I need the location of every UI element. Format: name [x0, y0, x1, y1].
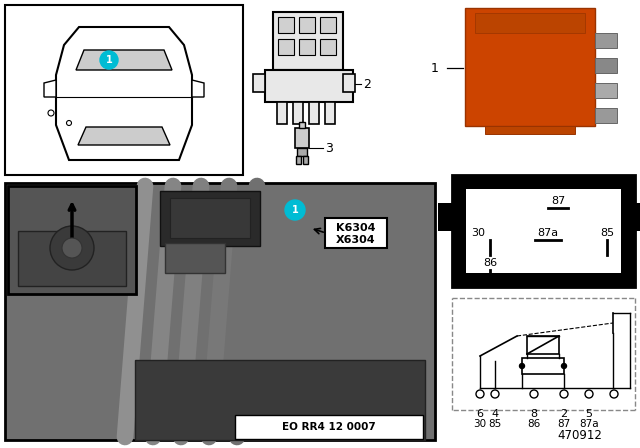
Bar [299, 17, 315, 33]
Bar [595, 33, 617, 48]
Bar [595, 83, 617, 98]
Circle shape [530, 390, 538, 398]
Bar [18, 231, 126, 286]
Text: 2: 2 [561, 409, 568, 419]
Circle shape [610, 390, 618, 398]
Text: 1: 1 [106, 55, 113, 65]
Text: 85: 85 [600, 228, 614, 238]
Polygon shape [192, 80, 204, 97]
Polygon shape [76, 50, 172, 70]
Bar [265, 70, 353, 102]
Circle shape [491, 390, 499, 398]
Circle shape [476, 390, 484, 398]
Polygon shape [44, 80, 56, 97]
Text: 86: 86 [483, 258, 497, 268]
Text: 30: 30 [474, 419, 486, 429]
Bar [452, 175, 635, 287]
Text: 86: 86 [527, 419, 541, 429]
Text: 4: 4 [492, 409, 499, 419]
Bar [320, 39, 336, 55]
Bar [475, 13, 585, 33]
Circle shape [585, 390, 593, 398]
Circle shape [62, 238, 82, 258]
Bar [8, 186, 136, 294]
Bar [303, 156, 308, 164]
Bar [465, 8, 595, 126]
Bar [135, 360, 425, 440]
Text: 2: 2 [363, 78, 371, 90]
Polygon shape [56, 27, 192, 160]
Text: 1: 1 [431, 61, 439, 74]
Text: 1: 1 [292, 205, 298, 215]
Bar [296, 156, 301, 164]
Circle shape [560, 390, 568, 398]
Bar [293, 102, 303, 124]
Circle shape [285, 200, 305, 220]
Polygon shape [78, 127, 170, 145]
Circle shape [520, 363, 525, 369]
Bar [295, 128, 309, 148]
Text: 470912: 470912 [557, 428, 602, 441]
Bar [5, 5, 243, 175]
Circle shape [67, 121, 72, 125]
Circle shape [48, 110, 54, 116]
Bar [278, 39, 294, 55]
Bar [527, 336, 559, 354]
Bar [299, 39, 315, 55]
Bar [466, 189, 621, 273]
Text: 85: 85 [488, 419, 502, 429]
Bar [595, 58, 617, 73]
Bar [320, 17, 336, 33]
Bar [438, 203, 452, 231]
Circle shape [100, 51, 118, 69]
Text: 87: 87 [551, 196, 565, 206]
Bar [170, 198, 250, 238]
Text: 30: 30 [471, 228, 485, 238]
Bar [309, 102, 319, 124]
Text: 6: 6 [477, 409, 483, 419]
Bar [325, 102, 335, 124]
Bar [5, 183, 435, 440]
Bar [253, 74, 265, 92]
Text: 5: 5 [586, 409, 593, 419]
Bar [299, 122, 305, 128]
Bar [160, 191, 260, 246]
Circle shape [561, 363, 566, 369]
Text: 8: 8 [531, 409, 538, 419]
Text: 87a: 87a [579, 419, 599, 429]
Bar [485, 126, 575, 134]
Bar [343, 74, 355, 92]
Bar [277, 102, 287, 124]
Text: EO RR4 12 0007: EO RR4 12 0007 [282, 422, 376, 432]
Text: K6304: K6304 [336, 223, 376, 233]
Circle shape [50, 226, 94, 270]
Bar [595, 108, 617, 123]
Text: X6304: X6304 [336, 235, 376, 245]
Bar [273, 12, 343, 70]
Bar [278, 17, 294, 33]
Bar [635, 203, 640, 231]
Bar [165, 243, 225, 273]
Bar [522, 358, 564, 374]
Bar [325, 218, 387, 248]
Text: 87: 87 [557, 419, 571, 429]
Bar [297, 148, 307, 156]
Text: 3: 3 [325, 142, 333, 155]
Bar [235, 415, 423, 439]
Text: 87a: 87a [538, 228, 559, 238]
